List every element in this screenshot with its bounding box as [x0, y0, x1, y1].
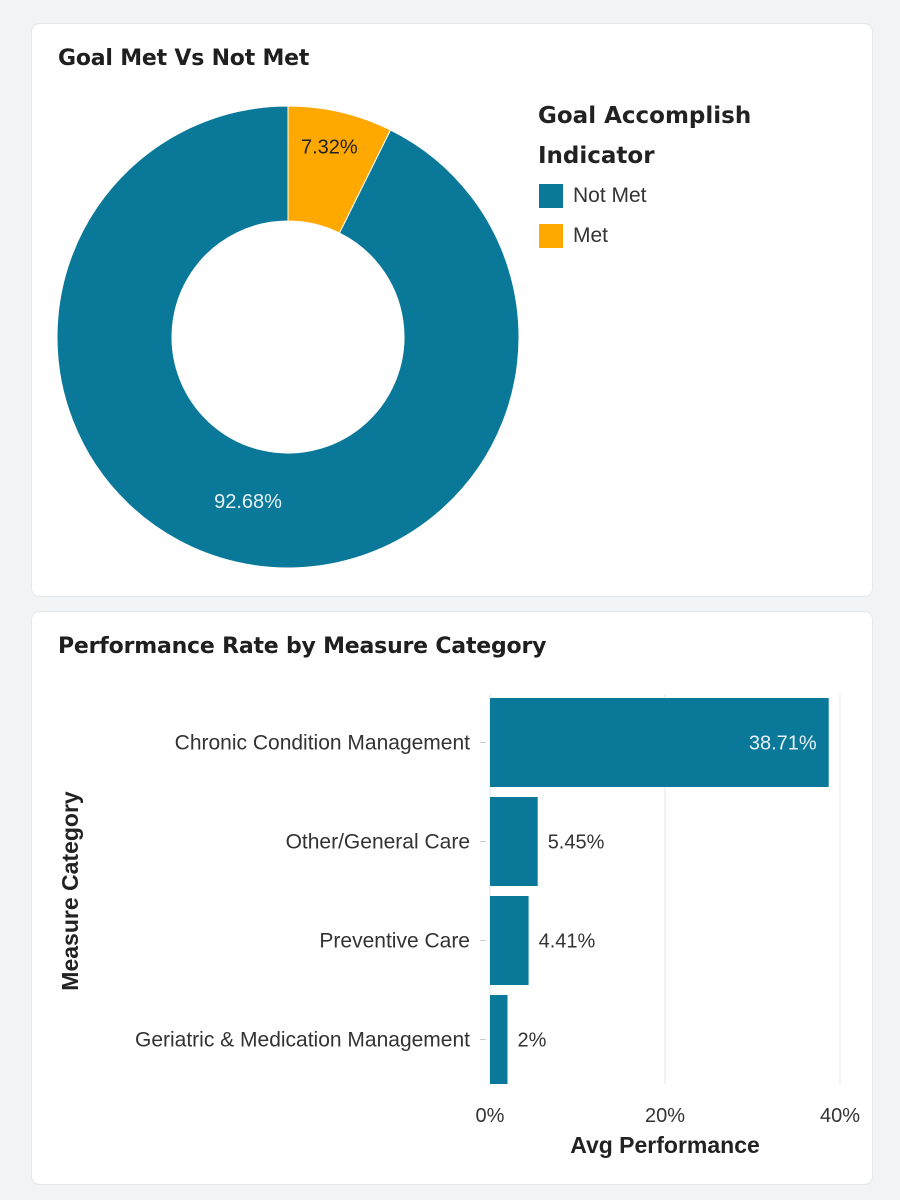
bar-chronic-condition-management: [490, 698, 829, 787]
bar-value-label: 2%: [518, 1030, 547, 1052]
bar-value-label: 5.45%: [548, 832, 605, 854]
goal-met-card: Goal Met Vs Not Met 7.32% 92.68% Goal Acc…: [32, 24, 872, 596]
y-tick-label: Chronic Condition Management: [175, 732, 470, 755]
bar-chart: 0% 20% 40% Chronic Condition Management 38.7…: [57, 694, 860, 1158]
donut-chart-title: Goal Met Vs Not Met: [58, 46, 310, 71]
donut-label-met: 7.32%: [301, 136, 358, 158]
legend-title-line2: Indicator: [538, 143, 655, 169]
x-tick-label: 40%: [820, 1105, 860, 1127]
bar-geriatric-medication-management: [490, 995, 508, 1084]
donut-slice-not-met: [56, 105, 520, 569]
y-tick-label: Preventive Care: [319, 930, 470, 953]
bar-value-label: 38.71%: [749, 733, 817, 755]
bar-value-label: 4.41%: [539, 931, 596, 953]
donut-label-not-met: 92.68%: [214, 491, 282, 513]
legend-swatch-not-met: [539, 184, 563, 208]
legend-swatch-met: [539, 224, 563, 248]
donut-legend: Goal Accomplish Indicator Not Met Met: [538, 96, 838, 256]
performance-rate-card: Performance Rate by Measure Category 0% 2…: [32, 612, 872, 1184]
bar-chart-title: Performance Rate by Measure Category: [58, 634, 547, 659]
y-axis-title: Measure Category: [57, 791, 83, 991]
donut-chart: 7.32% 92.68%: [56, 105, 520, 569]
bar-other-general-care: [490, 797, 538, 886]
y-tick-label: Other/General Care: [286, 831, 470, 854]
legend-item-not-met[interactable]: Not Met: [538, 176, 838, 216]
legend-label-not-met: Not Met: [573, 184, 647, 207]
legend-title-line1: Goal Accomplish: [538, 103, 752, 129]
x-tick-label: 20%: [645, 1105, 685, 1127]
x-axis-title: Avg Performance: [570, 1132, 760, 1158]
x-tick-label: 0%: [476, 1105, 505, 1127]
legend-item-met[interactable]: Met: [538, 216, 838, 256]
legend-label-met: Met: [573, 224, 609, 247]
bar-preventive-care: [490, 896, 529, 985]
y-tick-label: Geriatric & Medication Management: [135, 1029, 470, 1052]
